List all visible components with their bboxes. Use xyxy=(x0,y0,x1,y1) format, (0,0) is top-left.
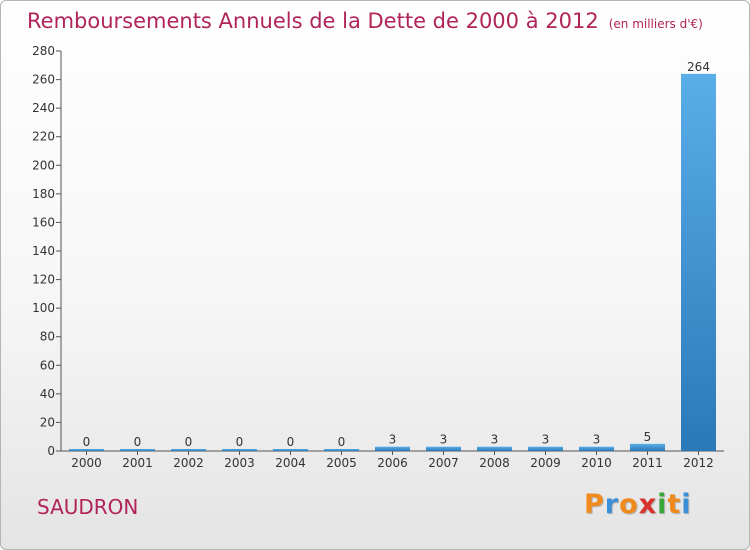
logo-letter: t xyxy=(667,489,682,520)
y-tick-label: 80 xyxy=(40,330,55,344)
y-tick-label: 220 xyxy=(32,130,55,144)
data-label-2007: 3 xyxy=(440,433,448,447)
chart-subtitle: (en milliers d'€) xyxy=(608,17,703,31)
logo-letter: i xyxy=(681,489,692,520)
y-tick-label: 120 xyxy=(32,273,55,287)
bar-2001 xyxy=(120,449,155,451)
x-tick-label-2004: 2004 xyxy=(275,456,306,470)
bar-2002 xyxy=(171,449,206,451)
x-tick-label-2011: 2011 xyxy=(632,456,663,470)
bar-2004 xyxy=(273,449,308,451)
y-tick-label: 260 xyxy=(32,73,55,87)
y-tick-label: 160 xyxy=(32,215,55,229)
x-tick-label-2000: 2000 xyxy=(71,456,102,470)
data-label-2000: 0 xyxy=(83,435,91,449)
x-tick-label-2010: 2010 xyxy=(581,456,612,470)
y-tick-label: 20 xyxy=(40,415,55,429)
bar-2010 xyxy=(579,446,614,451)
x-tick-label-2007: 2007 xyxy=(428,456,459,470)
bar-2008 xyxy=(477,446,512,451)
y-tick-label: 60 xyxy=(40,358,55,372)
data-label-2009: 3 xyxy=(542,433,550,447)
x-tick-label-2001: 2001 xyxy=(122,456,153,470)
y-tick-label: 40 xyxy=(40,387,55,401)
bar-2011 xyxy=(630,443,665,451)
commune-name: SAUDRON xyxy=(37,495,139,519)
x-tick-label-2003: 2003 xyxy=(224,456,255,470)
data-label-2008: 3 xyxy=(491,433,499,447)
x-tick-label-2008: 2008 xyxy=(479,456,510,470)
data-label-2010: 3 xyxy=(593,433,601,447)
data-label-2004: 0 xyxy=(287,435,295,449)
y-tick-label: 200 xyxy=(32,158,55,172)
bar-2003 xyxy=(222,449,257,451)
data-label-2005: 0 xyxy=(338,435,346,449)
y-tick-label: 100 xyxy=(32,301,55,315)
bar-2012 xyxy=(681,73,716,451)
x-tick-label-2012: 2012 xyxy=(683,456,714,470)
logo-letter: P xyxy=(584,489,605,520)
bar-2009 xyxy=(528,446,563,451)
chart-title-block: Remboursements Annuels de la Dette de 20… xyxy=(27,9,703,33)
data-label-2001: 0 xyxy=(134,435,142,449)
bar-2007 xyxy=(426,446,461,451)
bar-2005 xyxy=(324,449,359,451)
x-tick-label-2009: 2009 xyxy=(530,456,561,470)
data-label-2011: 5 xyxy=(644,430,652,444)
data-label-2002: 0 xyxy=(185,435,193,449)
x-tick-label-2005: 2005 xyxy=(326,456,357,470)
logo-letter: r xyxy=(604,489,620,520)
x-tick-label-2006: 2006 xyxy=(377,456,408,470)
bar-2006 xyxy=(375,446,410,451)
bar-2000 xyxy=(69,449,104,451)
data-label-2012: 264 xyxy=(687,60,710,74)
logo-letter: o xyxy=(619,489,639,520)
chart-title: Remboursements Annuels de la Dette de 20… xyxy=(27,9,599,33)
y-tick-label: 180 xyxy=(32,187,55,201)
x-tick-label-2002: 2002 xyxy=(173,456,204,470)
proxiti-logo: Proxiti xyxy=(584,489,692,520)
logo-letter: i xyxy=(657,489,668,520)
data-label-2003: 0 xyxy=(236,435,244,449)
y-tick-label: 140 xyxy=(32,244,55,258)
y-tick-label: 0 xyxy=(47,444,55,458)
y-tick-label: 240 xyxy=(32,101,55,115)
data-label-2006: 3 xyxy=(389,433,397,447)
logo-letter: x xyxy=(638,489,658,520)
y-tick-label: 280 xyxy=(32,44,55,58)
